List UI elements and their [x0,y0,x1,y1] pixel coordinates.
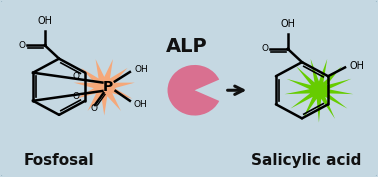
Text: Salicylic acid: Salicylic acid [251,153,361,168]
Text: OH: OH [37,16,52,26]
Wedge shape [167,65,219,116]
Text: Fosfosal: Fosfosal [24,153,94,168]
Text: OH: OH [135,65,148,74]
Text: O: O [19,41,26,50]
Text: OH: OH [350,61,365,71]
Text: O: O [90,104,97,113]
Text: OH: OH [134,100,147,109]
Text: O: O [73,72,80,81]
Text: ALP: ALP [166,37,208,56]
Text: O: O [73,92,80,101]
Polygon shape [285,59,353,122]
Text: O: O [262,44,269,53]
Text: P: P [103,80,113,94]
Text: OH: OH [280,19,295,30]
Polygon shape [74,59,135,116]
